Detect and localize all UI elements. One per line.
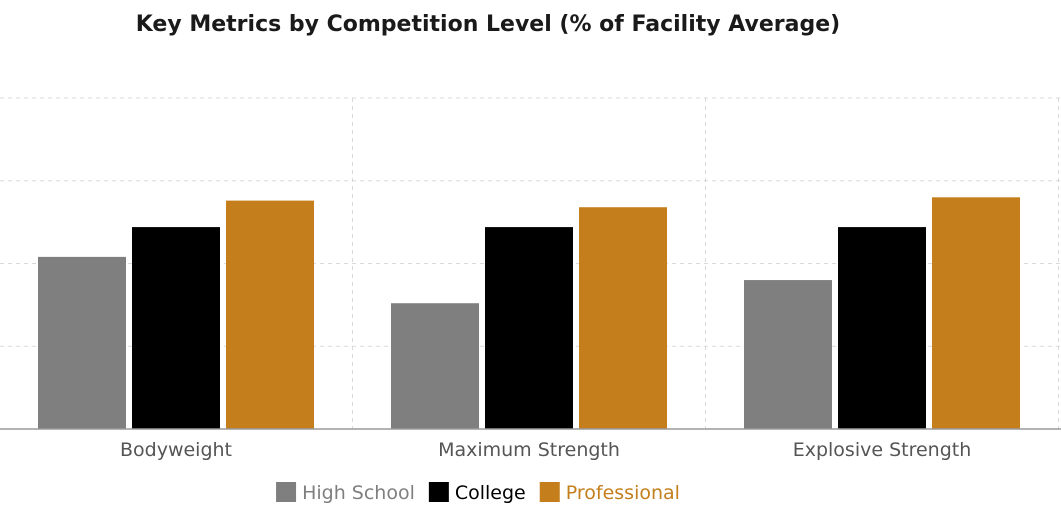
bar-explosive-strength-professional (932, 197, 1020, 429)
bar-maximum-strength-college (485, 227, 573, 429)
legend-swatch-high-school (276, 482, 297, 502)
bars (38, 197, 1020, 429)
legend-swatch-professional (539, 482, 560, 502)
bar-bodyweight-professional (226, 200, 314, 429)
bar-maximum-strength-high-school (391, 303, 479, 429)
bar-bodyweight-college (132, 227, 220, 429)
legend-label-college: College (455, 482, 526, 504)
legend-swatch-college (428, 482, 449, 502)
x-tick-label: Maximum Strength (438, 439, 620, 461)
chart-title: Key Metrics by Competition Level (% of F… (136, 12, 840, 37)
x-tick-labels: Bodyweight Maximum Strength Explosive Stre… (120, 439, 971, 461)
bar-bodyweight-high-school (38, 256, 126, 429)
legend-label-high-school: High School (302, 482, 415, 504)
x-tick-label: Explosive Strength (793, 439, 972, 461)
bar-explosive-strength-high-school (744, 280, 832, 429)
bar-maximum-strength-professional (579, 207, 667, 429)
x-tick-label: Bodyweight (120, 439, 232, 461)
legend: High School College Professional (276, 482, 680, 504)
legend-label-professional: Professional (566, 482, 680, 504)
bar-explosive-strength-college (838, 227, 926, 429)
